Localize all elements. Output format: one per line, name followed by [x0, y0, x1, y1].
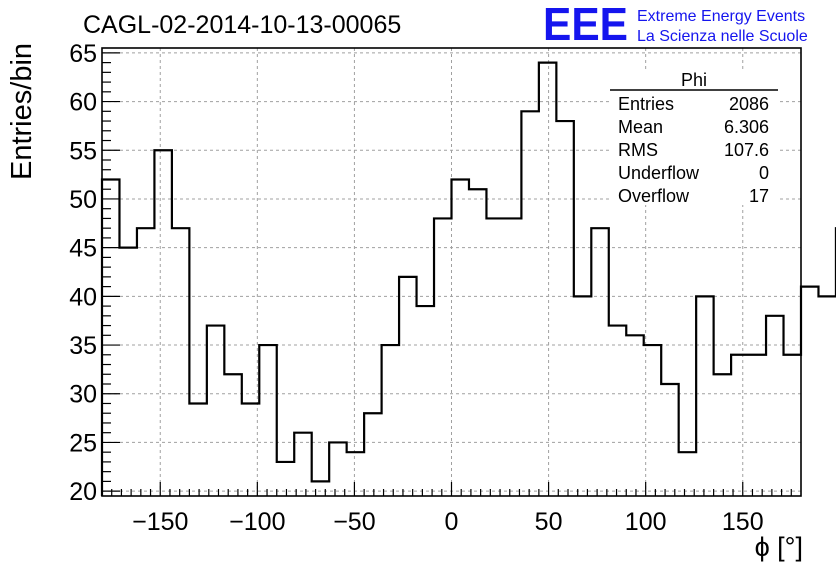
stats-value-mean: 6.306 — [724, 117, 769, 137]
stats-value-overflow: 17 — [749, 186, 769, 206]
x-tick-label: −150 — [132, 508, 188, 536]
y-tick-label: 60 — [69, 89, 97, 117]
x-tick-label: 150 — [722, 508, 764, 536]
y-tick-label: 20 — [69, 478, 97, 506]
stats-title: Phi — [681, 70, 707, 90]
stats-box: Phi Entries 2086 Mean 6.306 RMS 107.6 Un… — [610, 70, 778, 206]
y-axis-ticks: 20 25 30 35 40 45 50 55 60 65 — [69, 40, 120, 506]
eee-logo-letters: EEE — [543, 0, 628, 50]
stats-label-rms: RMS — [618, 140, 658, 160]
y-tick-label: 50 — [69, 186, 97, 214]
y-tick-label: 45 — [69, 235, 97, 263]
stats-label-underflow: Underflow — [618, 163, 700, 183]
stats-label-entries: Entries — [618, 94, 674, 114]
x-tick-label: −50 — [333, 508, 375, 536]
y-axis-label: Entries/bin — [6, 43, 38, 180]
eee-logo-line2: La Scienza nelle Scuole — [637, 28, 808, 45]
stats-row: RMS 107.6 — [618, 140, 769, 160]
y-tick-label: 25 — [69, 429, 97, 457]
x-tick-label: 50 — [535, 508, 563, 536]
stats-label-mean: Mean — [618, 117, 663, 137]
stats-box-background — [610, 72, 778, 205]
stats-label-overflow: Overflow — [618, 186, 690, 206]
stats-value-rms: 107.6 — [724, 140, 769, 160]
y-tick-label: 35 — [69, 332, 97, 360]
x-tick-label: −100 — [229, 508, 285, 536]
y-tick-label: 55 — [69, 137, 97, 165]
stats-value-underflow: 0 — [759, 163, 769, 183]
x-axis-label: ϕ [°] — [755, 532, 803, 562]
stats-row: Overflow 17 — [618, 186, 769, 206]
stats-value-entries: 2086 — [729, 94, 769, 114]
x-axis-ticks: −150 −100 −50 0 50 100 150 — [111, 482, 792, 536]
y-tick-label: 40 — [69, 283, 97, 311]
y-tick-label: 65 — [69, 40, 97, 68]
eee-logo: EEE Extreme Energy Events La Scienza nel… — [543, 0, 808, 50]
eee-logo-line1: Extreme Energy Events — [637, 8, 805, 25]
histogram-series-line — [100, 61, 836, 496]
x-tick-label: 100 — [625, 508, 667, 536]
stats-row: Entries 2086 — [618, 94, 769, 114]
x-tick-label: 0 — [445, 508, 459, 536]
stats-row: Underflow 0 — [618, 163, 769, 183]
chart-title: CAGL-02-2014-10-13-00065 — [83, 11, 401, 39]
y-tick-label: 30 — [69, 381, 97, 409]
stats-row: Mean 6.306 — [618, 117, 769, 137]
